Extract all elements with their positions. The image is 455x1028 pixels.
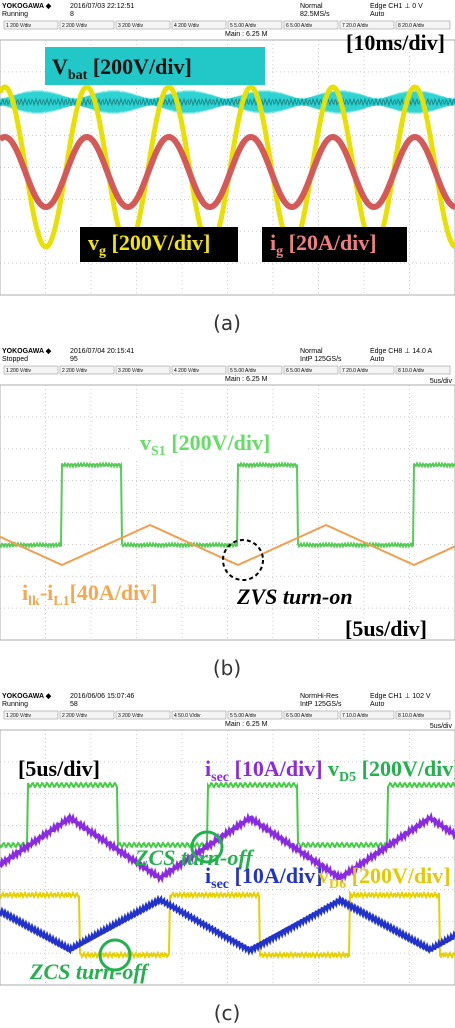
channel: 6 5.00 A/div bbox=[286, 23, 313, 29]
channel: 2 200 V/div bbox=[62, 23, 88, 29]
mode: Normal bbox=[300, 348, 323, 355]
annotation: [5us/div] bbox=[345, 616, 427, 641]
label-text: v bbox=[88, 230, 99, 255]
datetime: 2016/07/04 20:15:41 bbox=[70, 348, 134, 355]
label-text: [10ms/div] bbox=[346, 30, 445, 55]
channel: 5 5.00 A/div bbox=[230, 23, 257, 29]
trigger: Edge CH1 ⊥ 0 V bbox=[370, 3, 423, 10]
mode: NormHi-Res bbox=[300, 693, 339, 700]
channel: 8 10.0 A/div bbox=[398, 713, 425, 719]
annotation: vg [200V/div] bbox=[88, 230, 211, 259]
timebase: 5us/div bbox=[430, 723, 453, 730]
channel: 7 20.0 A/div bbox=[342, 23, 369, 29]
label-text: [10A/div] bbox=[229, 863, 323, 888]
subscript: g bbox=[276, 244, 283, 259]
status: Running bbox=[2, 701, 28, 708]
channel: 4 200 V/div bbox=[174, 368, 200, 374]
annotation: [5us/div] bbox=[18, 756, 100, 781]
label-text: [200V/div] bbox=[87, 54, 192, 79]
channel: 6 5.00 A/div bbox=[286, 713, 313, 719]
channel: 7 20.0 A/div bbox=[342, 368, 369, 374]
channel: 7 10.0 A/div bbox=[342, 713, 369, 719]
subscript: L1 bbox=[53, 594, 69, 609]
rate: IntP 125GS/s bbox=[300, 701, 342, 708]
memory: Main : 6.25 M bbox=[225, 31, 268, 38]
label-text: [200V/div] bbox=[106, 230, 211, 255]
label-text: [20A/div] bbox=[283, 230, 377, 255]
label-text: v bbox=[328, 756, 339, 781]
channel: 3 200 V/div bbox=[118, 23, 144, 29]
annotation: ig [20A/div] bbox=[270, 230, 377, 259]
annotation: ilk-iL1[40A/div] bbox=[22, 580, 158, 609]
annotation: ZCS turn-off bbox=[29, 959, 150, 984]
trigger-mode: Auto bbox=[370, 701, 385, 708]
label-text: [5us/div] bbox=[345, 616, 427, 641]
memory: Main : 6.25 M bbox=[225, 376, 268, 383]
label-text: [200V/div] bbox=[166, 430, 271, 455]
trigger-mode: Auto bbox=[370, 11, 385, 18]
brand: YOKOGAWA ◆ bbox=[2, 3, 52, 10]
channel: 1 200 V/div bbox=[6, 713, 32, 719]
label-text: [200V/div] bbox=[346, 863, 451, 888]
channel: 1 200 V/div bbox=[6, 23, 32, 29]
label-text: [5us/div] bbox=[18, 756, 100, 781]
channel: 2 200 V/div bbox=[62, 368, 88, 374]
label-text: V bbox=[52, 54, 68, 79]
datetime: 2016/06/06 15:07:46 bbox=[70, 693, 134, 700]
subscript: sec bbox=[211, 877, 229, 892]
trigger: Edge CH8 ⊥ 14.0 A bbox=[370, 348, 432, 355]
channel: 4 200 V/div bbox=[174, 23, 200, 29]
status: Running bbox=[2, 11, 28, 18]
label-text: [200V/div] bbox=[356, 756, 455, 781]
rate: IntP 125GS/s bbox=[300, 356, 342, 363]
subscript: lk bbox=[28, 594, 40, 609]
annotation: [10ms/div] bbox=[346, 30, 445, 55]
channel: 2 200 V/div bbox=[62, 713, 88, 719]
channel: 8 10.0 A/div bbox=[398, 368, 425, 374]
trigger-mode: Auto bbox=[370, 356, 385, 363]
channel: 3 200 V/div bbox=[118, 368, 144, 374]
label-text: v bbox=[140, 430, 151, 455]
label-text: -i bbox=[40, 580, 53, 605]
caption: (a) bbox=[213, 311, 241, 335]
status: Stopped bbox=[2, 356, 28, 363]
label-text: ZVS turn-on bbox=[236, 584, 353, 609]
channel: 1 200 V/div bbox=[6, 368, 32, 374]
panel: YOKOGAWA ◆ 2016/07/04 20:15:41 Stopped 95 No… bbox=[0, 348, 455, 680]
channel: 6 5.00 A/div bbox=[286, 368, 313, 374]
label-text: [40A/div] bbox=[70, 580, 158, 605]
mode: Normal bbox=[300, 3, 323, 10]
timebase: 5us/div bbox=[430, 378, 453, 385]
subscript: g bbox=[99, 244, 106, 259]
channel: 5 5.00 A/div bbox=[230, 368, 257, 374]
label-text: ZCS turn-off bbox=[29, 959, 150, 984]
panel: YOKOGAWA ◆ 2016/06/06 15:07:46 Running 58 No… bbox=[0, 693, 455, 1025]
subscript: S1 bbox=[151, 444, 166, 459]
panel: YOKOGAWA ◆ 2016/07/03 22:12:51 Running 8 Nor… bbox=[0, 3, 455, 335]
caption: (b) bbox=[213, 656, 241, 680]
trigger: Edge CH1 ⊥ 102 V bbox=[370, 693, 431, 700]
brand: YOKOGAWA ◆ bbox=[2, 693, 52, 700]
subscript: bat bbox=[68, 68, 88, 83]
channel: 5 5.00 A/div bbox=[230, 713, 257, 719]
count: 8 bbox=[70, 11, 74, 18]
subscript: D5 bbox=[339, 770, 356, 785]
subscript: D6 bbox=[329, 877, 346, 892]
channel: 3 200 V/div bbox=[118, 713, 144, 719]
channel: 4 50.0 V/div bbox=[174, 713, 201, 719]
label-text: v bbox=[318, 863, 329, 888]
figure: YOKOGAWA ◆ 2016/07/03 22:12:51 Running 8 Nor… bbox=[0, 0, 455, 1028]
channel: 8 20.0 A/div bbox=[398, 23, 425, 29]
count: 95 bbox=[70, 356, 78, 363]
datetime: 2016/07/03 22:12:51 bbox=[70, 3, 134, 10]
brand: YOKOGAWA ◆ bbox=[2, 348, 52, 355]
rate: 82.5MS/s bbox=[300, 11, 330, 18]
subscript: sec bbox=[211, 770, 229, 785]
label-text: [10A/div] bbox=[229, 756, 323, 781]
annotation: ZVS turn-on bbox=[236, 584, 353, 609]
count: 58 bbox=[70, 701, 78, 708]
caption: (c) bbox=[214, 1001, 241, 1025]
memory: Main : 6.25 M bbox=[225, 721, 268, 728]
